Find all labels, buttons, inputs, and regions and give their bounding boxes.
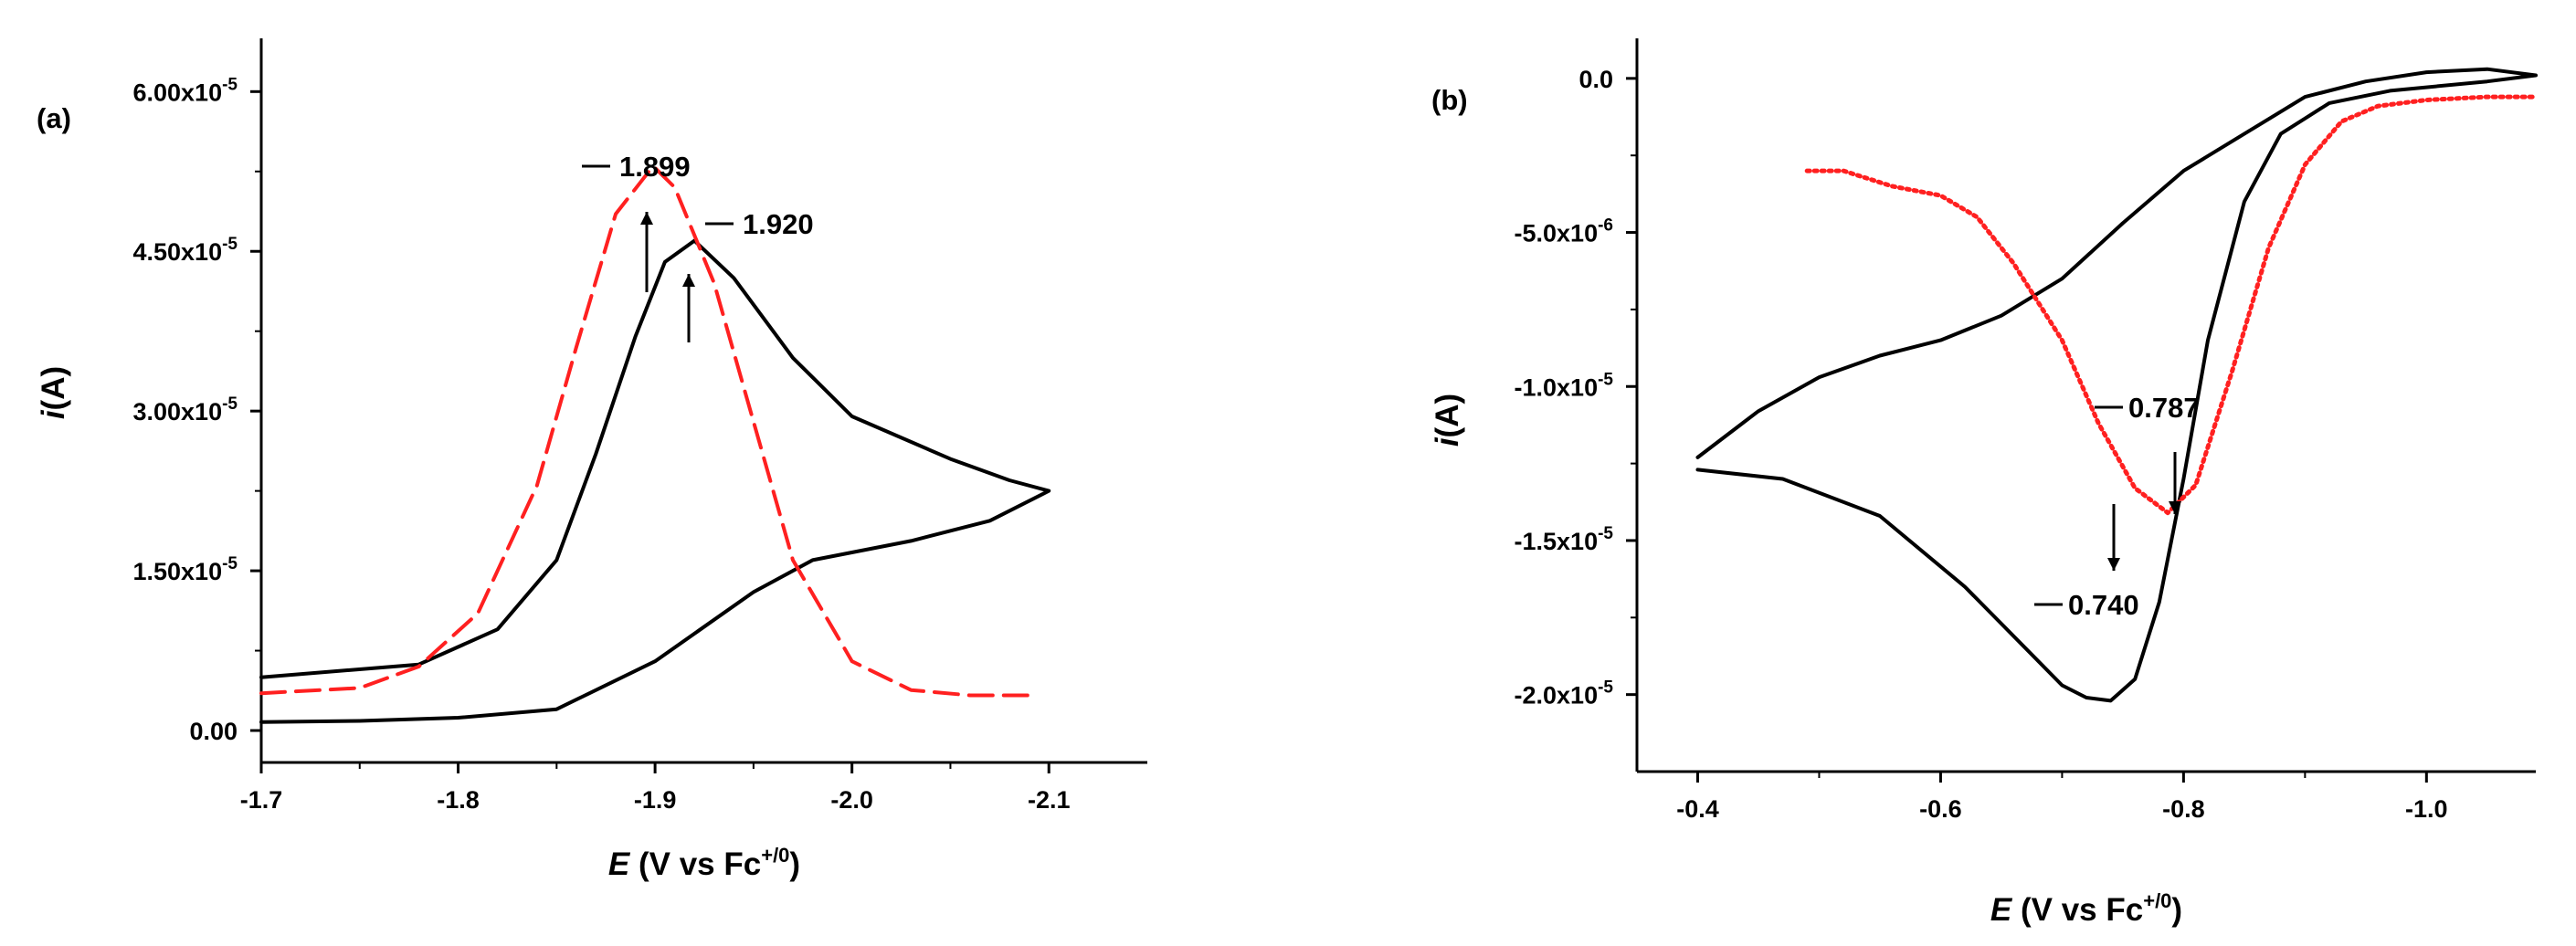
series-line-solid (1695, 67, 2538, 703)
x-axis-title: E (V vs Fc+/0) (1990, 889, 2182, 928)
y-tick-label: -1.0x10-5 (1515, 370, 1614, 401)
series-line-solid (259, 238, 1051, 724)
x-tick-label: -0.4 (1676, 795, 1719, 823)
chart-panel: -0.4 -0.6 -0.8 -1.0 0.0 -5.0x10-6 -1.0x10-5 -1.… (1430, 38, 2539, 928)
annotation-label: 1.899 (619, 151, 691, 183)
y-tick-label: 3.00x10-5 (132, 394, 238, 426)
annotation-arrow-head (682, 274, 695, 287)
y-tick-label: 6.00x10-5 (132, 75, 238, 106)
y-axis-title: i(A) (1430, 394, 1465, 447)
annotation-arrow-head (2107, 558, 2120, 571)
x-tick-label: -0.8 (2162, 795, 2205, 823)
annotation-arrow-head (640, 212, 653, 225)
y-tick-label: -2.0x10-5 (1515, 678, 1614, 710)
y-tick-label: -1.5x10-5 (1515, 524, 1614, 555)
y-axis-title: i(A) (36, 366, 71, 419)
x-tick-label: -1.7 (240, 786, 283, 814)
series-line-red (259, 163, 1031, 698)
x-axis-title: E (V vs Fc+/0) (608, 844, 800, 882)
panel-label: (b) (1431, 84, 1468, 116)
annotation-label: 0.740 (2068, 589, 2139, 621)
y-tick-label: 1.50x10-5 (132, 554, 238, 585)
y-tick-label: -5.0x10-6 (1515, 216, 1613, 247)
y-tick-label: 0.00 (189, 718, 238, 745)
chart-panel: -1.7 -1.8 -1.9 -2.0 -2.1 0.00 1.50x10-5 3.00x10… (36, 38, 1147, 882)
series-line-red (1804, 94, 2539, 516)
x-tick-label: -0.6 (1919, 795, 1962, 823)
x-tick-label: -1.0 (2405, 795, 2448, 823)
x-tick-label: -1.9 (634, 786, 677, 814)
annotation-arrow-head (2169, 501, 2181, 514)
y-tick-label: 0.0 (1578, 66, 1613, 93)
x-tick-label: -2.1 (1028, 786, 1071, 814)
x-tick-label: -1.8 (437, 786, 480, 814)
annotation-label: 1.920 (743, 208, 814, 240)
panel-label: (a) (37, 102, 71, 134)
annotation-label: 0.787 (2128, 392, 2200, 424)
y-tick-label: 4.50x10-5 (132, 235, 238, 266)
x-tick-label: -2.0 (830, 786, 873, 814)
